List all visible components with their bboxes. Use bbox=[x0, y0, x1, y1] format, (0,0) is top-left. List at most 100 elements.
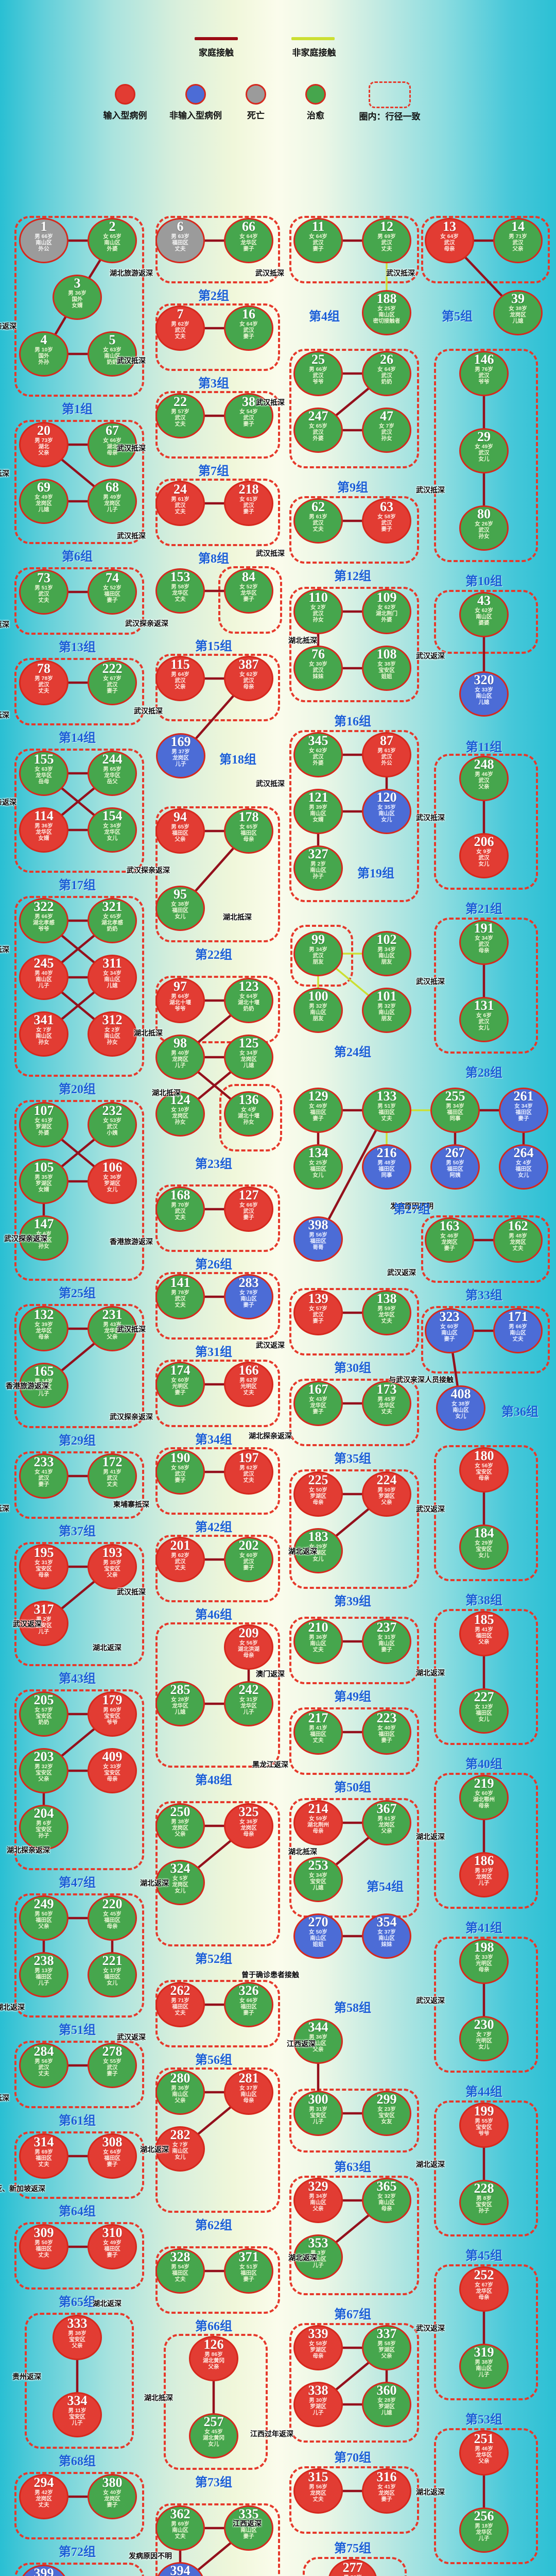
case-detail: 妻子 bbox=[518, 1115, 529, 1122]
case-number: 95 bbox=[173, 887, 187, 902]
case-number: 250 bbox=[170, 1804, 190, 1819]
case-detail: 妻子 bbox=[243, 246, 254, 252]
case-detail: 南山区 bbox=[310, 867, 326, 874]
case-number: 315 bbox=[308, 2469, 328, 2484]
case-number: 29 bbox=[477, 429, 491, 444]
group-label: 第33组 bbox=[465, 1289, 502, 1302]
case-detail: 儿子 bbox=[312, 2262, 324, 2269]
case-number: 209 bbox=[238, 1625, 259, 1640]
group-box-第13组 bbox=[14, 567, 144, 635]
case-number: 339 bbox=[308, 2326, 328, 2341]
case-node-205: 205 女 57岁 宝安区 奶奶 bbox=[19, 1691, 68, 1737]
case-number: 283 bbox=[238, 1275, 259, 1290]
case-number: 261 bbox=[513, 1089, 534, 1104]
group-box-第75组 bbox=[289, 2466, 419, 2534]
case-number: 171 bbox=[508, 1309, 528, 1324]
case-detail: 女 63岁 bbox=[103, 347, 121, 353]
case-detail: 妻子 bbox=[243, 333, 254, 340]
case-detail: 湖北洪湖 bbox=[238, 1646, 259, 1653]
transmission-note: 江西返深 bbox=[0, 2524, 46, 2534]
case-node-11: 11 女 64岁 武汉 妻子 bbox=[293, 218, 343, 263]
case-detail: 南山区 bbox=[36, 240, 52, 246]
case-detail: 女 32岁 bbox=[377, 2193, 396, 2199]
case-detail: 女 64岁 bbox=[239, 233, 258, 240]
case-detail: 爷爷 bbox=[312, 379, 324, 385]
case-number: 102 bbox=[376, 932, 397, 947]
group-box-第51组 bbox=[14, 1893, 144, 2018]
case-number: 84 bbox=[242, 569, 255, 584]
case-detail: 外婆 bbox=[381, 617, 392, 623]
group-box-第39组 bbox=[289, 1469, 419, 1589]
transmission-note: 武汉抵深 bbox=[117, 532, 146, 540]
case-number: 309 bbox=[33, 2225, 54, 2240]
case-detail: 哥哥 bbox=[312, 1244, 324, 1251]
case-detail: 女 61岁 bbox=[34, 1117, 53, 1124]
case-detail: 福田区 bbox=[104, 2246, 120, 2252]
case-detail: 妻子 bbox=[175, 1389, 186, 1396]
case-detail: 儿子 bbox=[38, 1980, 49, 1987]
case-node-29: 29 女 49岁 武汉 女儿 bbox=[459, 428, 509, 473]
case-detail: 妻子 bbox=[107, 2071, 118, 2077]
group-label: 第42组 bbox=[195, 1521, 232, 1534]
case-detail: 父亲 bbox=[72, 2343, 83, 2349]
case-detail: 母亲 bbox=[38, 1334, 49, 1341]
case-detail: 丈夫 bbox=[38, 2502, 49, 2509]
case-detail: 母亲 bbox=[107, 1923, 118, 1930]
case-detail: 龙岗区 bbox=[104, 500, 120, 507]
case-node-97: 97 男 64岁 湖北十堰 爷爷 bbox=[155, 978, 205, 1023]
group-label: 第68组 bbox=[59, 2455, 96, 2468]
case-detail: 龙岗区 bbox=[36, 500, 52, 507]
case-node-339: 339 女 58岁 罗湖区 母亲 bbox=[293, 2325, 343, 2370]
case-detail: 女 38岁 bbox=[451, 1401, 470, 1407]
case-detail: 男 73岁 bbox=[34, 437, 53, 444]
case-number: 314 bbox=[33, 2134, 54, 2149]
case-number: 262 bbox=[170, 1983, 190, 1998]
case-detail: 女 55岁 bbox=[103, 2058, 121, 2064]
case-number: 223 bbox=[376, 1710, 397, 1725]
case-number: 106 bbox=[102, 1160, 123, 1175]
case-detail: 男 36岁 bbox=[309, 2034, 327, 2040]
case-detail: 武汉 bbox=[512, 240, 524, 246]
case-node-203: 203 男 32岁 宝安区 父亲 bbox=[19, 1748, 68, 1793]
case-detail: 南山区 bbox=[172, 2091, 188, 2098]
case-number: 121 bbox=[308, 790, 328, 805]
case-detail: 罗湖区 bbox=[378, 2403, 395, 2410]
transmission-note: 武汉抵深 bbox=[416, 486, 445, 494]
transmission-note: 湖北抵深 bbox=[223, 913, 252, 921]
group-label: 第46组 bbox=[195, 1608, 232, 1622]
case-number: 87 bbox=[380, 733, 393, 748]
case-detail: 女儿 bbox=[175, 1888, 186, 1894]
group-label: 第14组 bbox=[59, 732, 96, 745]
case-detail: 儿子 bbox=[175, 761, 186, 768]
case-detail: 福田区 bbox=[515, 1109, 532, 1116]
group-label: 第8组 bbox=[198, 552, 229, 566]
case-number: 224 bbox=[376, 1472, 397, 1487]
case-detail: 妻子 bbox=[381, 526, 392, 533]
case-number: 110 bbox=[308, 590, 328, 605]
case-node-322: 322 男 66岁 湖北孝感 爷爷 bbox=[19, 898, 68, 943]
case-detail: 女 64岁 bbox=[239, 321, 258, 327]
family-contact-label: 家庭接触 bbox=[199, 48, 234, 58]
group-label: 第65组 bbox=[59, 2296, 96, 2309]
case-number: 153 bbox=[170, 569, 190, 584]
case-detail: 女 31岁 bbox=[377, 1634, 396, 1640]
case-node-408: 408 女 38岁 南山区 女儿 bbox=[436, 1385, 485, 1431]
transmission-note: 武汉返深 bbox=[416, 1996, 445, 2005]
case-detail: 丈夫 bbox=[107, 1481, 118, 1488]
case-detail: 龙华区 bbox=[476, 2529, 492, 2536]
case-detail: 武汉 bbox=[312, 754, 324, 760]
case-number: 335 bbox=[238, 2506, 259, 2521]
transmission-note: 湖北返深 bbox=[416, 1833, 445, 1841]
case-detail: 武汉 bbox=[243, 1471, 254, 1478]
case-detail: 罗湖区 bbox=[36, 1124, 52, 1130]
case-detail: 女 37岁 bbox=[239, 2085, 258, 2091]
case-detail: 女 59岁 bbox=[309, 1816, 327, 1822]
group-label: 第45组 bbox=[465, 2249, 502, 2263]
case-detail: 龙华区 bbox=[104, 829, 120, 836]
case-detail: 男 50岁 bbox=[34, 2240, 53, 2246]
case-node-162: 162 男 48岁 龙岗区 丈夫 bbox=[493, 1217, 543, 1263]
case-detail: 男 39岁 bbox=[309, 804, 327, 810]
case-detail: 福田区 bbox=[36, 2246, 52, 2252]
case-node-172: 172 男 41岁 武汉 丈夫 bbox=[88, 1453, 137, 1499]
case-detail: 武汉 bbox=[312, 520, 324, 527]
